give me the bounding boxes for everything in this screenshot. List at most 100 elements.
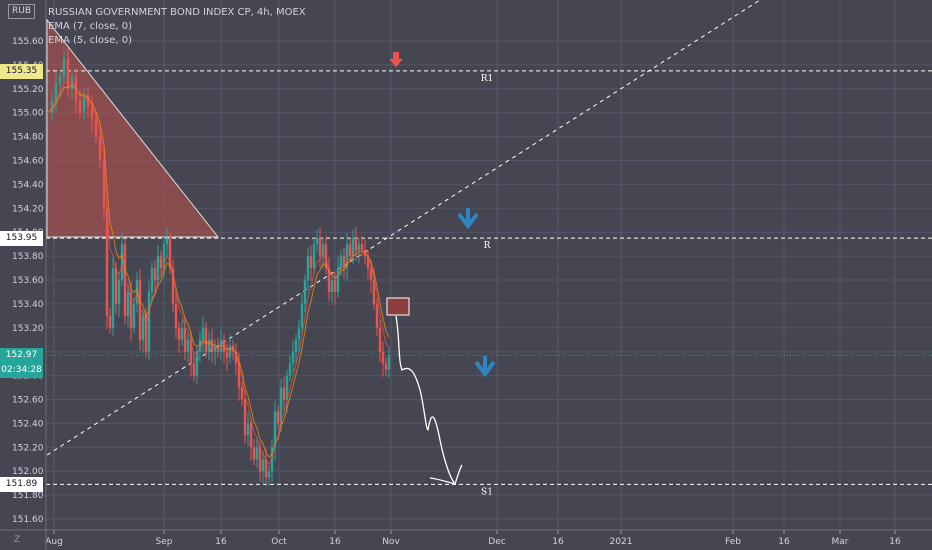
candle-body xyxy=(387,355,391,370)
chart-legend: RUSSIAN GOVERNMENT BOND INDEX CP, 4h, MO… xyxy=(48,6,306,48)
candle-body xyxy=(297,327,301,340)
candle-body xyxy=(330,280,334,292)
candle-body xyxy=(264,459,268,478)
candle-body xyxy=(321,244,325,257)
candle-body xyxy=(162,244,166,269)
candle-body xyxy=(195,351,199,376)
candle-body xyxy=(342,256,346,269)
candle-body xyxy=(273,411,277,448)
candle-body xyxy=(62,58,66,77)
time-tick-label: 16 xyxy=(329,537,341,547)
candle-body xyxy=(105,208,109,316)
price-tick-label: 155.60 xyxy=(12,37,44,47)
ema-7-label[interactable]: EMA (7, close, 0) xyxy=(48,21,132,32)
ema-5-label[interactable]: EMA (5, close, 0) xyxy=(48,35,132,46)
price-tick-label: 154.60 xyxy=(12,157,44,167)
candle-body xyxy=(246,423,250,436)
candle-body xyxy=(336,268,340,292)
candle-body xyxy=(186,339,190,352)
candle-body xyxy=(86,94,90,107)
target-box[interactable] xyxy=(386,297,410,316)
price-tick-label: 153.60 xyxy=(12,276,44,286)
candle-body xyxy=(351,238,355,257)
candle-body xyxy=(333,280,337,292)
candle-body xyxy=(357,244,361,251)
candle-body xyxy=(138,280,142,340)
candle-body xyxy=(366,256,370,269)
candle-body xyxy=(348,244,352,257)
candle-body xyxy=(360,244,364,251)
candle-body xyxy=(156,256,160,280)
level-label: R1 xyxy=(481,74,494,84)
candle-body xyxy=(234,351,238,364)
drawings-layer xyxy=(46,0,761,456)
candle-body xyxy=(147,291,151,352)
level-price-badge: 155.35 xyxy=(0,63,43,79)
candle-body xyxy=(58,76,62,83)
candle-body xyxy=(327,268,331,292)
candle-body xyxy=(381,351,385,364)
candle-body xyxy=(216,345,220,352)
resistance-triangle[interactable] xyxy=(46,18,220,238)
candle-body xyxy=(261,459,265,472)
candle-body xyxy=(267,471,271,478)
blue-down-arrow-icon[interactable] xyxy=(474,356,496,378)
candle-body xyxy=(94,118,98,137)
price-tick-label: 154.20 xyxy=(12,204,44,214)
time-tick-label: Aug xyxy=(45,537,63,547)
last-price-badge: 152.97 xyxy=(0,348,43,364)
candle-body xyxy=(306,256,310,280)
candle-body xyxy=(255,447,259,460)
blue-down-arrow-icon[interactable] xyxy=(457,208,479,230)
candle-body xyxy=(102,160,106,209)
red-down-arrow-icon[interactable] xyxy=(389,52,403,67)
candle-body xyxy=(135,280,139,304)
candle-body xyxy=(309,256,313,269)
candle-body xyxy=(375,303,379,328)
candle-body xyxy=(180,327,184,340)
candle-body xyxy=(222,339,226,352)
candle-body xyxy=(384,363,388,370)
price-tick-label: 152.60 xyxy=(12,396,44,406)
level-label: R xyxy=(484,241,491,251)
candle-body xyxy=(237,363,241,388)
timezone-button[interactable]: Z xyxy=(14,535,21,545)
candle-body xyxy=(288,363,292,376)
candle-body xyxy=(126,291,130,316)
candle-body xyxy=(171,268,175,304)
candle-body xyxy=(90,106,94,119)
time-tick-label: Feb xyxy=(725,537,741,547)
candle-body xyxy=(315,238,319,245)
annotations-layer xyxy=(386,52,496,486)
candle-body xyxy=(120,244,124,280)
candle-body xyxy=(66,58,70,89)
candle-body xyxy=(189,339,193,364)
time-tick-label: 16 xyxy=(552,537,564,547)
candle-body xyxy=(372,280,376,304)
price-tick-label: 154.40 xyxy=(12,180,44,190)
candle-body xyxy=(192,363,196,376)
currency-badge[interactable]: RUB xyxy=(8,4,36,19)
time-tick-label: Dec xyxy=(488,537,505,547)
price-tick-label: 153.80 xyxy=(12,252,44,262)
candle-body xyxy=(108,315,112,328)
candle-body xyxy=(258,447,262,472)
candle-body xyxy=(70,76,74,89)
projection-path[interactable] xyxy=(395,315,463,486)
trendline-dashed[interactable] xyxy=(46,0,761,456)
candle-body xyxy=(243,399,247,436)
candles-layer xyxy=(46,48,391,486)
candle-body xyxy=(129,291,133,328)
symbol-title[interactable]: RUSSIAN GOVERNMENT BOND INDEX CP, 4h, MO… xyxy=(48,7,306,18)
candle-body xyxy=(279,387,283,424)
countdown-badge: 02:34:28 xyxy=(0,363,43,379)
candle-body xyxy=(300,303,304,328)
ema-5-line[interactable] xyxy=(46,80,390,465)
price-tick-label: 152.40 xyxy=(12,419,44,429)
time-tick-label: 16 xyxy=(778,537,790,547)
candle-body xyxy=(153,268,157,280)
price-tick-label: 155.00 xyxy=(12,109,44,119)
level-price-badge: 153.95 xyxy=(0,231,43,247)
time-tick-label: 2021 xyxy=(610,537,633,547)
